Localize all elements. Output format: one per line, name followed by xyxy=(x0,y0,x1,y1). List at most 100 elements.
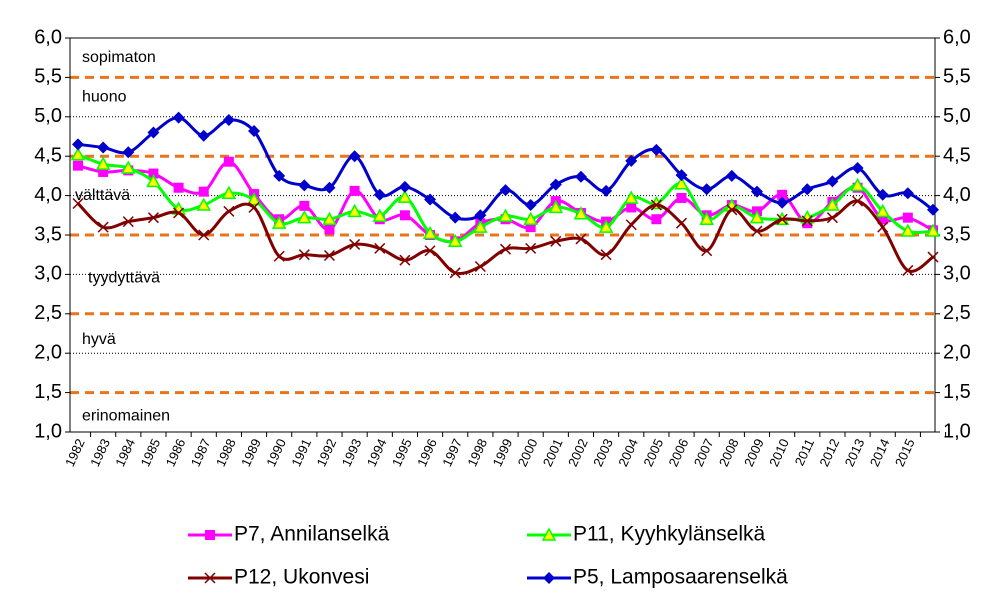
marker xyxy=(323,181,336,194)
marker xyxy=(347,203,362,218)
x-tick-label: 1989 xyxy=(238,436,264,469)
marker xyxy=(877,221,889,233)
marker xyxy=(72,138,84,151)
marker xyxy=(875,203,890,218)
marker xyxy=(801,183,814,196)
marker xyxy=(826,175,839,188)
y-tick-label: 5,5 xyxy=(34,66,62,88)
marker xyxy=(574,170,587,183)
x-tick-label: 1996 xyxy=(414,436,440,469)
marker xyxy=(173,207,185,219)
legend-label: P12, Ukonvesi xyxy=(234,566,369,589)
marker xyxy=(248,124,261,137)
marker xyxy=(852,195,864,207)
x-tick-label: 1993 xyxy=(339,436,365,469)
marker xyxy=(447,233,463,248)
marker xyxy=(650,143,663,156)
y2-tick-label: 5,0 xyxy=(943,105,971,127)
marker xyxy=(901,187,914,200)
legend-marker xyxy=(205,530,215,540)
x-tick-label: 1991 xyxy=(288,436,314,469)
marker xyxy=(749,210,765,224)
marker xyxy=(121,160,136,174)
marker xyxy=(625,154,638,167)
marker xyxy=(701,245,713,257)
y2-tick-label: 3,0 xyxy=(943,263,971,285)
marker xyxy=(349,185,360,196)
marker xyxy=(676,192,687,203)
marker xyxy=(675,217,688,229)
marker xyxy=(777,189,788,200)
x-tick-label: 2001 xyxy=(540,436,566,469)
marker xyxy=(73,160,83,171)
marker xyxy=(726,204,738,216)
series-line xyxy=(77,160,934,244)
marker xyxy=(424,245,436,257)
marker xyxy=(925,223,941,237)
marker xyxy=(650,199,662,211)
y-tick-label: 3,0 xyxy=(34,263,62,285)
marker xyxy=(550,235,562,247)
marker xyxy=(373,188,386,201)
marker xyxy=(549,178,562,191)
marker xyxy=(600,184,613,197)
y2-tick-label: 6,0 xyxy=(943,26,971,48)
marker xyxy=(625,219,637,231)
marker xyxy=(449,267,461,279)
x-tick-label: 2005 xyxy=(640,436,666,469)
marker xyxy=(223,205,235,217)
marker xyxy=(196,197,211,211)
marker xyxy=(750,185,763,198)
marker xyxy=(324,224,335,235)
marker xyxy=(674,176,689,190)
marker xyxy=(474,260,486,273)
marker xyxy=(399,254,411,266)
y-tick-label: 4,5 xyxy=(34,144,62,166)
marker xyxy=(424,193,437,206)
marker xyxy=(473,219,488,233)
marker xyxy=(675,169,688,182)
y-tick-label: 1,5 xyxy=(34,381,62,403)
marker xyxy=(499,184,512,197)
marker xyxy=(449,211,462,224)
zone-label: välttävä xyxy=(75,187,130,204)
marker xyxy=(70,147,86,161)
zone-label: tyydyttävä xyxy=(88,270,160,287)
marker xyxy=(197,129,210,142)
x-tick-label: 2003 xyxy=(590,436,616,469)
marker xyxy=(147,212,159,224)
marker xyxy=(299,200,310,211)
marker xyxy=(876,188,889,201)
marker xyxy=(825,197,840,211)
marker xyxy=(198,186,209,197)
marker xyxy=(198,229,210,241)
marker xyxy=(148,168,159,179)
legend-label: P11, Kyyhkylänselkä xyxy=(573,523,766,546)
marker xyxy=(297,210,312,224)
legend-label: P7, Annilanselkä xyxy=(234,523,390,546)
x-tick-label: 2011 xyxy=(792,436,817,468)
marker xyxy=(927,203,939,216)
x-tick-label: 1995 xyxy=(389,436,415,469)
marker xyxy=(575,233,587,245)
x-tick-label: 2000 xyxy=(515,436,541,469)
marker xyxy=(372,208,388,222)
marker xyxy=(877,214,888,225)
marker xyxy=(398,180,411,193)
x-tick-label: 2014 xyxy=(867,436,893,469)
y2-tick-label: 2,5 xyxy=(943,302,971,324)
marker xyxy=(499,243,512,255)
x-tick-label: 1994 xyxy=(364,436,390,469)
marker xyxy=(776,196,789,209)
series-line xyxy=(77,153,934,244)
x-tick-label: 1992 xyxy=(313,436,339,469)
x-tick-label: 1983 xyxy=(87,436,113,469)
x-tick-label: 1988 xyxy=(213,436,239,469)
y-tick-label: 1,0 xyxy=(34,420,62,442)
y-tick-label: 6,0 xyxy=(34,26,62,48)
marker xyxy=(474,209,487,222)
legend-marker xyxy=(541,527,557,541)
marker xyxy=(850,177,865,192)
marker xyxy=(902,212,913,223)
marker xyxy=(95,156,111,170)
